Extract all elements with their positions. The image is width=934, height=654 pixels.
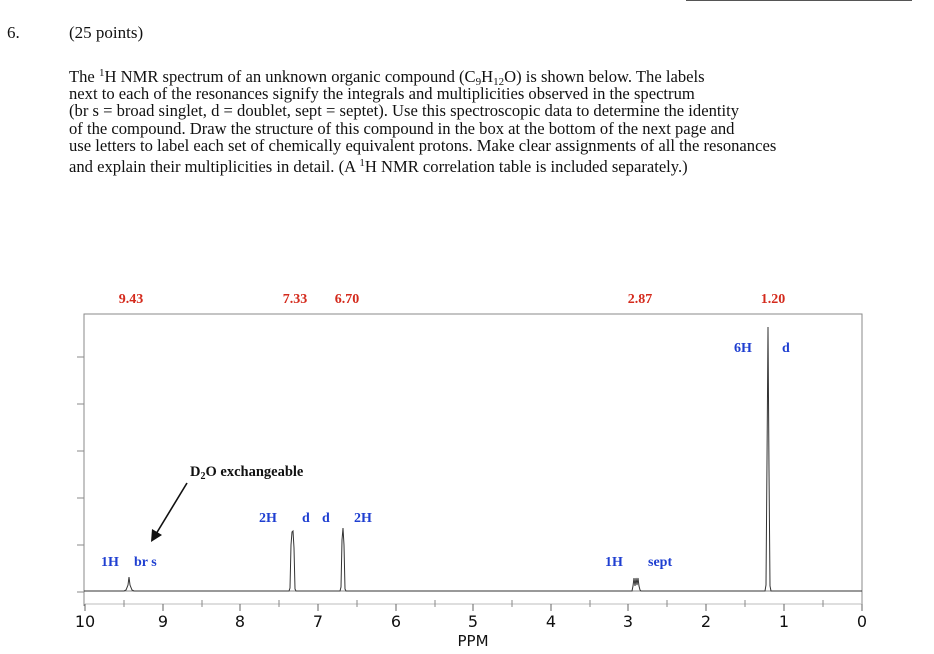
x-tick-10: 10 [74,612,96,631]
x-tick-4: 4 [545,612,557,631]
y-axis-ticks [77,356,84,593]
question-number: 6. [7,23,20,42]
question-prompt: The 1H NMR spectrum of an unknown organi… [69,67,934,177]
multiplicity-1-20: d [782,341,790,356]
multiplicity-6-70: d [322,511,330,526]
multiplicity-7-33: d [302,511,310,526]
shift-label-6-70: 6.70 [334,292,360,307]
x-tick-7: 7 [312,612,324,631]
x-axis-title: PPM [457,632,489,650]
integral-7-33: 2H [259,511,277,526]
x-tick-2: 2 [700,612,712,631]
question-points: (25 points) [69,23,144,42]
answer-line [686,0,912,1]
prompt-line-4: of the compound. Draw the structure of t… [69,118,735,138]
x-tick-3: 3 [622,612,634,631]
prompt-line-1: The 1H NMR spectrum of an unknown organi… [69,67,705,88]
prompt-line-2: next to each of the resonances signify t… [69,84,695,104]
shift-label-1-20: 1.20 [760,292,786,307]
x-tick-9: 9 [157,612,169,631]
d2o-arrow-head-icon [151,529,162,542]
integral-1-20: 6H [734,341,752,356]
x-axis-major-ticks [84,604,863,611]
prompt-line-3: (br s = broad singlet, d = doublet, sept… [69,101,740,121]
integral-6-70: 2H [354,511,372,526]
prompt-line-6: and explain their multiplicities in deta… [69,157,688,177]
shift-label-7-33: 7.33 [282,292,308,307]
integral-9-43: 1H [101,555,119,570]
d2o-exchangeable-note: D2O exchangeable [190,464,304,482]
x-tick-1: 1 [778,612,790,631]
multiplicity-2-87: sept [648,555,673,570]
multiplicity-9-43: br s [134,555,157,570]
d2o-arrow-shaft [155,482,188,535]
prompt-line-5: use letters to label each set of chemica… [69,135,777,155]
x-tick-5: 5 [467,612,479,631]
shift-label-9-43: 9.43 [118,292,144,307]
x-axis-minor-ticks [123,600,824,607]
x-tick-8: 8 [234,612,246,631]
integral-2-87: 1H [605,555,623,570]
shift-label-2-87: 2.87 [627,292,653,307]
x-tick-6: 6 [390,612,402,631]
x-tick-0: 0 [856,612,868,631]
spectrum-trace [84,326,862,592]
